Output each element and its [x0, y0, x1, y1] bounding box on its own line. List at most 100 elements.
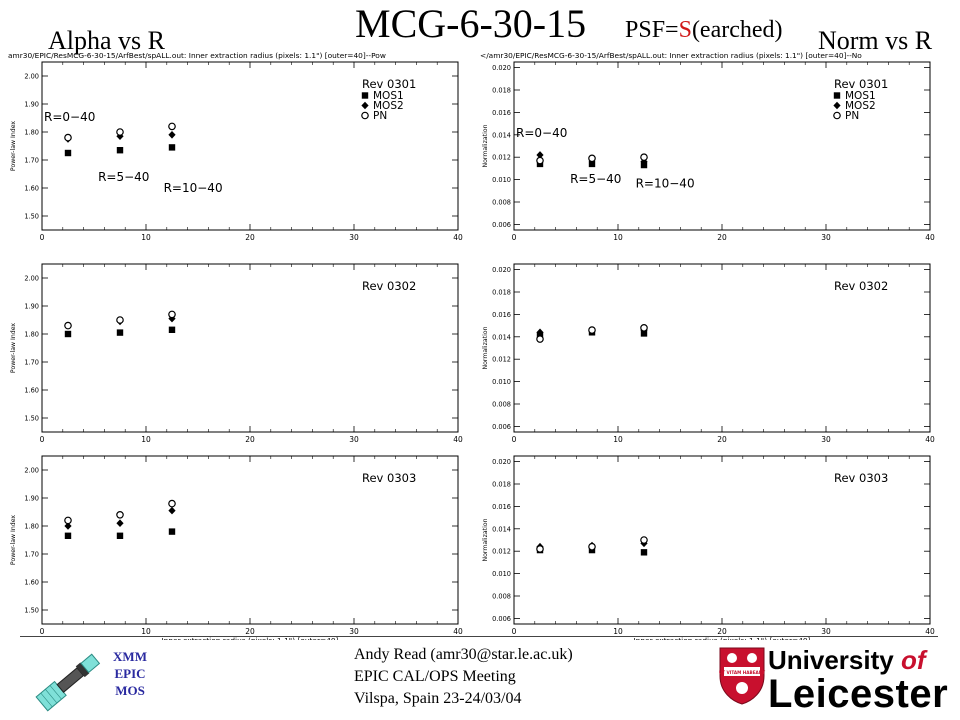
- y-tick-label: 0.012: [492, 154, 511, 162]
- data-point-pn: [640, 536, 648, 544]
- satellite-icon: [35, 653, 101, 712]
- data-point-pn: [116, 128, 124, 136]
- data-point-pn: [588, 326, 596, 334]
- author-line: Andy Read (amr30@star.le.ac.uk): [354, 646, 573, 663]
- x-tick-label: 40: [925, 435, 935, 444]
- y-tick-label: 0.020: [492, 64, 511, 72]
- y-tick-label: 1.60: [24, 387, 39, 395]
- data-point-mos1: [640, 549, 648, 556]
- y-tick-label: 0.014: [492, 525, 511, 533]
- psf-letter: S: [678, 17, 692, 43]
- x-tick-label: 10: [613, 233, 623, 242]
- x-tick-label: 0: [512, 627, 517, 636]
- x-tick-label: 20: [717, 435, 727, 444]
- data-point-mos1: [168, 144, 176, 151]
- data-point-mos1: [64, 330, 72, 338]
- y-tick-label: 1.80: [24, 523, 39, 531]
- y-axis-label: Power-law Index: [10, 323, 17, 373]
- chart-panel-left-1: 0 10 20 30 40 1.50 1.60 1.70 1.80 1.90 2.00 Power-l…: [10, 263, 463, 444]
- footer-divider: [20, 636, 938, 637]
- legend-title: Rev 0301: [834, 77, 888, 91]
- y-tick-label: 1.70: [24, 359, 39, 367]
- chart-header-text: amr30/EPIC/ResMCG-6-30-15/ArfBest/spALL.…: [8, 51, 386, 60]
- data-point-mos1: [588, 160, 596, 168]
- footer-text: Andy Read (amr30@star.le.ac.uk) EPIC CAL…: [354, 644, 573, 710]
- data-point-mos2: [168, 506, 176, 515]
- legend-marker-mos2: [361, 101, 369, 110]
- y-axis-label: Normalization: [482, 518, 489, 561]
- x-tick-label: 10: [141, 435, 151, 444]
- data-point-mos2: [168, 314, 176, 323]
- y-axis-label: Power-law Index: [10, 515, 17, 565]
- y-tick-label: 0.010: [492, 176, 511, 184]
- x-tick-label: 10: [141, 233, 151, 242]
- logo-university: University: [768, 645, 901, 675]
- y-tick-label: 0.008: [492, 593, 511, 601]
- legend-marker-pn: [833, 111, 841, 120]
- psf-label: PSF=S(earched): [625, 16, 783, 44]
- x-axis-label: Inner extraction radius (pixels: 1.1") […: [633, 636, 810, 640]
- x-tick-label: 20: [245, 627, 255, 636]
- data-point-mos1: [64, 149, 72, 157]
- data-point-pn: [588, 154, 596, 163]
- y-tick-label: 0.006: [492, 615, 511, 623]
- chart-panel-left-0: amr30/EPIC/ResMCG-6-30-15/ArfBest/spALL.…: [8, 51, 463, 242]
- y-axis-label: Normalization: [482, 124, 489, 167]
- y-tick-label: 0.014: [492, 131, 511, 139]
- data-point-mos2: [536, 328, 544, 337]
- x-tick-label: 30: [349, 627, 359, 636]
- y-tick-label: 0.016: [492, 503, 511, 511]
- y-tick-label: 0.020: [492, 266, 511, 274]
- mos-label: MOS: [115, 683, 145, 698]
- alpha-column-heading: Alpha vs R: [48, 26, 165, 55]
- data-point-pn: [168, 122, 176, 131]
- data-point-mos1: [168, 528, 176, 535]
- x-tick-label: 10: [141, 627, 151, 636]
- data-point-pn: [588, 542, 596, 551]
- y-tick-label: 0.016: [492, 109, 511, 117]
- legend-marker-mos1: [833, 92, 841, 99]
- y-tick-label: 1.90: [24, 303, 39, 311]
- y-tick-label: 1.80: [24, 331, 39, 339]
- y-tick-label: 0.012: [492, 548, 511, 556]
- x-tick-label: 30: [349, 233, 359, 242]
- region-annotation: R=0−40: [44, 110, 95, 124]
- y-tick-label: 0.008: [492, 199, 511, 207]
- y-tick-label: 0.006: [492, 423, 511, 431]
- y-tick-label: 2.00: [24, 275, 39, 283]
- x-tick-label: 0: [512, 233, 517, 242]
- legend-title: Rev 0301: [362, 77, 416, 91]
- x-tick-label: 20: [717, 627, 727, 636]
- y-axis-label: Normalization: [482, 326, 489, 369]
- y-tick-label: 0.012: [492, 356, 511, 364]
- y-tick-label: 1.50: [24, 607, 39, 615]
- x-tick-label: 40: [453, 233, 463, 242]
- y-tick-label: 0.006: [492, 221, 511, 229]
- y-tick-label: 2.00: [24, 467, 39, 475]
- data-point-mos1: [116, 329, 124, 336]
- chart-panel-right-1: 0 10 20 30 40 0.006 0.008 0.010 0.012 0.014 0.016 0…: [482, 263, 935, 444]
- x-tick-label: 0: [512, 435, 517, 444]
- xmm-epic-mos-label: XMM EPIC MOS: [104, 648, 156, 699]
- data-point-mos1: [168, 326, 176, 333]
- data-point-pn: [168, 499, 176, 508]
- chart-panel-right-0: </amr30/EPIC/ResMCG-6-30-15/ArfBest/spAL…: [480, 51, 935, 242]
- y-tick-label: 0.014: [492, 333, 511, 341]
- region-annotation: R=5−40: [570, 172, 621, 186]
- y-tick-label: 1.90: [24, 495, 39, 503]
- crest-motto: UT VITAM HABEANT: [719, 670, 765, 675]
- y-tick-label: 2.00: [24, 73, 39, 81]
- legend-title: Rev 0303: [834, 471, 888, 485]
- page-title: MCG-6-30-15: [355, 1, 587, 46]
- x-axis-label: Inner extraction radius (pixels: 1.1") […: [161, 636, 338, 640]
- psf-prefix: PSF=: [625, 17, 679, 43]
- x-tick-label: 30: [821, 435, 831, 444]
- meeting-line: EPIC CAL/OPS Meeting: [354, 668, 516, 685]
- data-point-pn: [536, 545, 544, 553]
- x-tick-label: 10: [613, 627, 623, 636]
- y-tick-label: 0.018: [492, 289, 511, 297]
- logo-university-of: University of: [768, 645, 948, 675]
- x-tick-label: 20: [245, 233, 255, 242]
- legend-marker-mos2: [833, 101, 841, 110]
- y-tick-label: 1.60: [24, 185, 39, 193]
